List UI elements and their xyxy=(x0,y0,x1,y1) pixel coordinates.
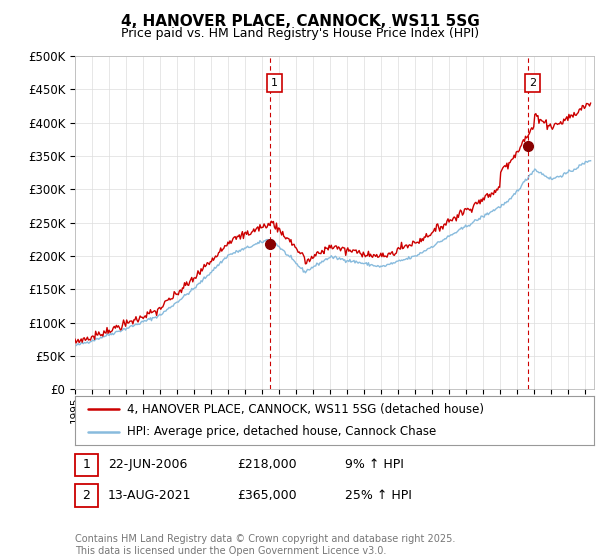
Text: 13-AUG-2021: 13-AUG-2021 xyxy=(108,489,191,502)
Text: 9% ↑ HPI: 9% ↑ HPI xyxy=(345,458,404,472)
Text: 2: 2 xyxy=(529,78,536,88)
Text: 1: 1 xyxy=(271,78,278,88)
Text: 4, HANOVER PLACE, CANNOCK, WS11 5SG (detached house): 4, HANOVER PLACE, CANNOCK, WS11 5SG (det… xyxy=(127,403,484,416)
Text: 2: 2 xyxy=(82,489,91,502)
Text: 4, HANOVER PLACE, CANNOCK, WS11 5SG: 4, HANOVER PLACE, CANNOCK, WS11 5SG xyxy=(121,14,479,29)
Text: £218,000: £218,000 xyxy=(237,458,296,472)
Text: 1: 1 xyxy=(82,458,91,472)
Text: Contains HM Land Registry data © Crown copyright and database right 2025.
This d: Contains HM Land Registry data © Crown c… xyxy=(75,534,455,556)
Text: £365,000: £365,000 xyxy=(237,489,296,502)
Text: 22-JUN-2006: 22-JUN-2006 xyxy=(108,458,187,472)
Text: HPI: Average price, detached house, Cannock Chase: HPI: Average price, detached house, Cann… xyxy=(127,426,436,438)
Text: 25% ↑ HPI: 25% ↑ HPI xyxy=(345,489,412,502)
Text: Price paid vs. HM Land Registry's House Price Index (HPI): Price paid vs. HM Land Registry's House … xyxy=(121,27,479,40)
